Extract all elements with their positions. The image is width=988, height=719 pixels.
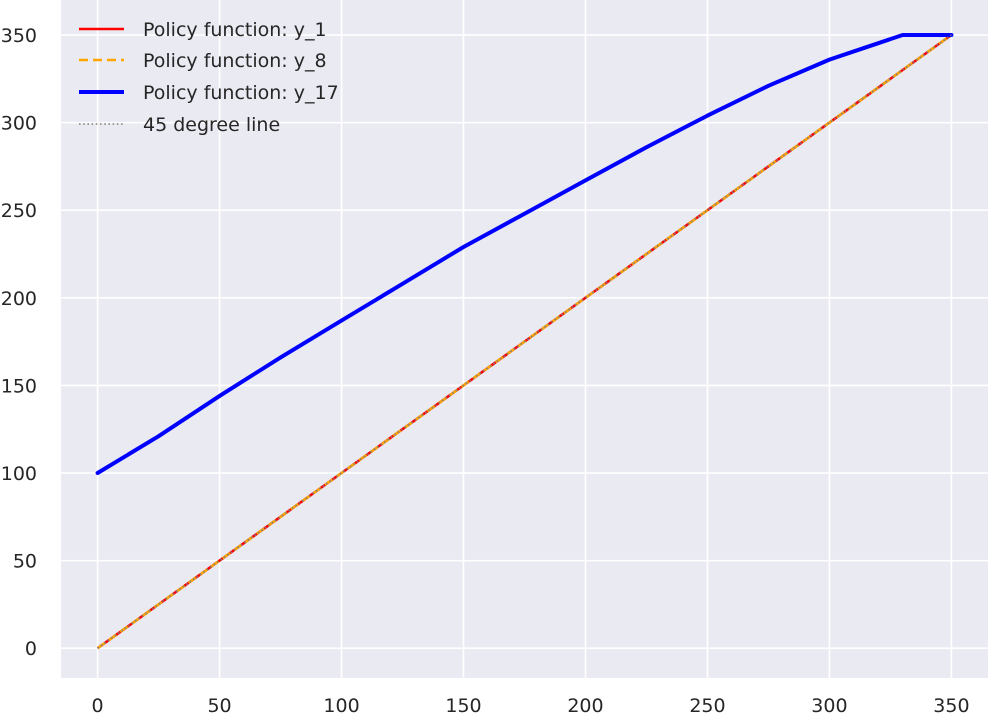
legend-label-4: 45 degree line bbox=[143, 114, 280, 136]
grid bbox=[61, 0, 988, 678]
y-tick-label: 350 bbox=[1, 25, 37, 47]
x-tick-label: 300 bbox=[811, 695, 847, 717]
series-line-3 bbox=[95, 33, 954, 475]
y-tick-label: 100 bbox=[1, 463, 37, 485]
y-axis: 0 50 100 150 200 250 300 350 bbox=[1, 25, 37, 660]
x-tick-label: 200 bbox=[567, 695, 603, 717]
x-axis: 0 50 100 150 200 250 300 350 bbox=[92, 695, 970, 717]
x-tick-label: 350 bbox=[933, 695, 969, 717]
x-tick-label: 250 bbox=[689, 695, 725, 717]
y-tick-label: 50 bbox=[13, 551, 37, 573]
x-tick-label: 0 bbox=[92, 695, 104, 717]
legend: Policy function: y_1 Policy function: y_8… bbox=[79, 19, 339, 136]
y-tick-label: 0 bbox=[25, 638, 37, 660]
x-tick-label: 100 bbox=[323, 695, 359, 717]
y-tick-label: 200 bbox=[1, 288, 37, 310]
y-tick-label: 150 bbox=[1, 375, 37, 397]
y-tick-label: 300 bbox=[1, 113, 37, 135]
legend-label-2: Policy function: y_8 bbox=[143, 50, 327, 72]
legend-label-3: Policy function: y_17 bbox=[143, 82, 339, 104]
x-tick-label: 50 bbox=[207, 695, 231, 717]
x-tick-label: 150 bbox=[445, 695, 481, 717]
legend-label-1: Policy function: y_1 bbox=[143, 19, 327, 41]
y-tick-label: 250 bbox=[1, 200, 37, 222]
series-line-4 bbox=[97, 34, 952, 649]
series-layer bbox=[95, 33, 954, 650]
